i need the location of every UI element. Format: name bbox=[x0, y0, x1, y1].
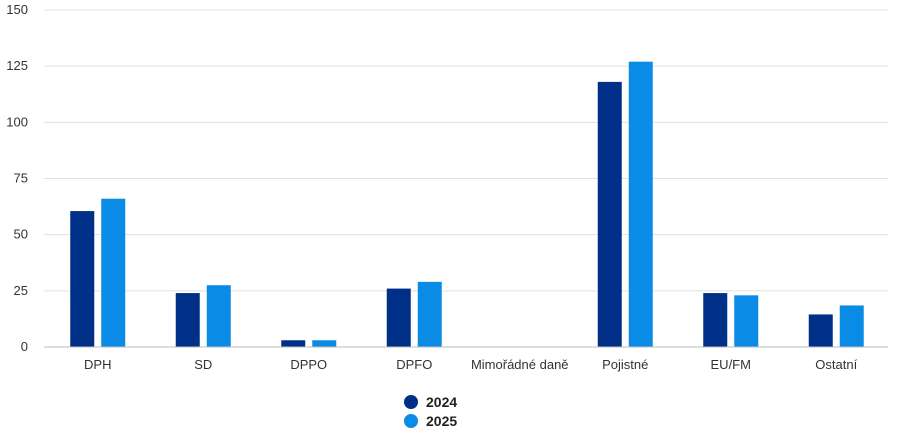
bar-2024-3 bbox=[386, 288, 411, 347]
bar-2024-7 bbox=[808, 314, 833, 347]
bar-2024-2 bbox=[281, 340, 306, 347]
y-tick-label: 75 bbox=[14, 171, 28, 186]
bar-2024-1 bbox=[175, 293, 200, 347]
bar-2025-1 bbox=[206, 285, 231, 347]
x-tick-label: Pojistné bbox=[602, 357, 648, 372]
x-tick-label: DPH bbox=[84, 357, 111, 372]
bar-2025-2 bbox=[312, 340, 337, 347]
x-tick-label: DPPO bbox=[290, 357, 327, 372]
bar-2025-5 bbox=[628, 61, 653, 347]
bar-2024-6 bbox=[703, 293, 728, 347]
legend-label-2025: 2025 bbox=[426, 413, 457, 429]
x-tick-label: Ostatní bbox=[815, 357, 857, 372]
y-axis-tick-labels: 0 25 50 75 100 125 150 bbox=[6, 2, 28, 354]
bar-2024-0 bbox=[70, 211, 95, 347]
x-tick-label: SD bbox=[194, 357, 212, 372]
y-tick-label: 0 bbox=[21, 339, 28, 354]
legend-marker-2025 bbox=[404, 414, 418, 428]
x-axis-tick-labels: DPH SD DPPO DPFO Mimořádné daně Pojistné EU/FM… bbox=[84, 357, 858, 372]
bar-2025-0 bbox=[101, 198, 126, 347]
bar-2025-6 bbox=[734, 295, 759, 347]
legend-marker-2024 bbox=[404, 395, 418, 409]
legend-label-2024: 2024 bbox=[426, 394, 457, 410]
y-tick-label: 50 bbox=[14, 227, 28, 242]
x-tick-label: EU/FM bbox=[711, 357, 751, 372]
y-tick-label: 100 bbox=[6, 114, 28, 129]
bar-2024-5 bbox=[597, 81, 622, 347]
bar-2025-7 bbox=[839, 305, 864, 347]
x-tick-label: DPFO bbox=[396, 357, 432, 372]
bar-2025-3 bbox=[417, 281, 442, 347]
y-tick-label: 150 bbox=[6, 2, 28, 17]
gridlines bbox=[44, 9, 888, 292]
bars bbox=[70, 61, 864, 347]
y-tick-label: 125 bbox=[6, 58, 28, 73]
y-tick-label: 25 bbox=[14, 283, 28, 298]
legend: 2024 2025 bbox=[404, 394, 457, 429]
x-tick-label: Mimořádné daně bbox=[471, 357, 569, 372]
